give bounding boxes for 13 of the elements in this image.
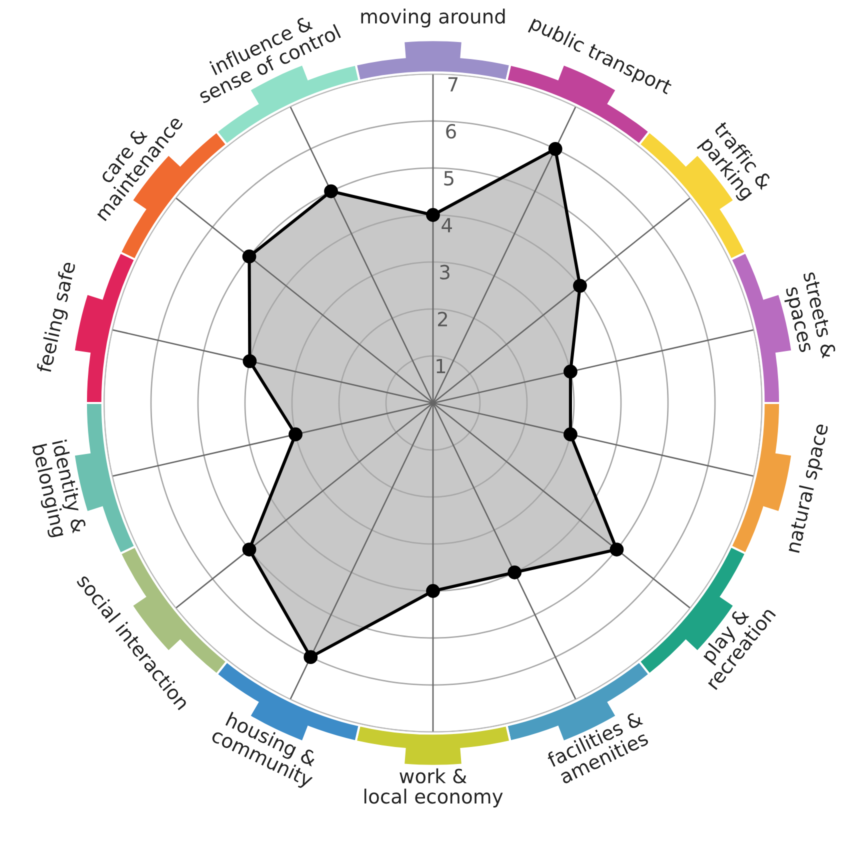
y-tick-label: 3 bbox=[440, 264, 450, 280]
spoke-label: work & local economy bbox=[364, 768, 503, 808]
y-tick-label: 7 bbox=[448, 77, 458, 92]
y-tick-label: 1 bbox=[436, 358, 446, 374]
y-tick-label: 6 bbox=[446, 124, 456, 139]
spoke-label: feeling safe bbox=[36, 261, 80, 374]
spoke-label: natural space bbox=[784, 422, 832, 554]
spoke-label: identity & belonging bbox=[28, 440, 88, 538]
y-tick-label: 2 bbox=[438, 312, 448, 326]
y-tick-label: 5 bbox=[444, 171, 454, 186]
spoke-label: streets & spaces bbox=[782, 271, 837, 359]
y-tick-label: 4 bbox=[442, 218, 452, 232]
spoke-label: moving around bbox=[361, 8, 505, 28]
